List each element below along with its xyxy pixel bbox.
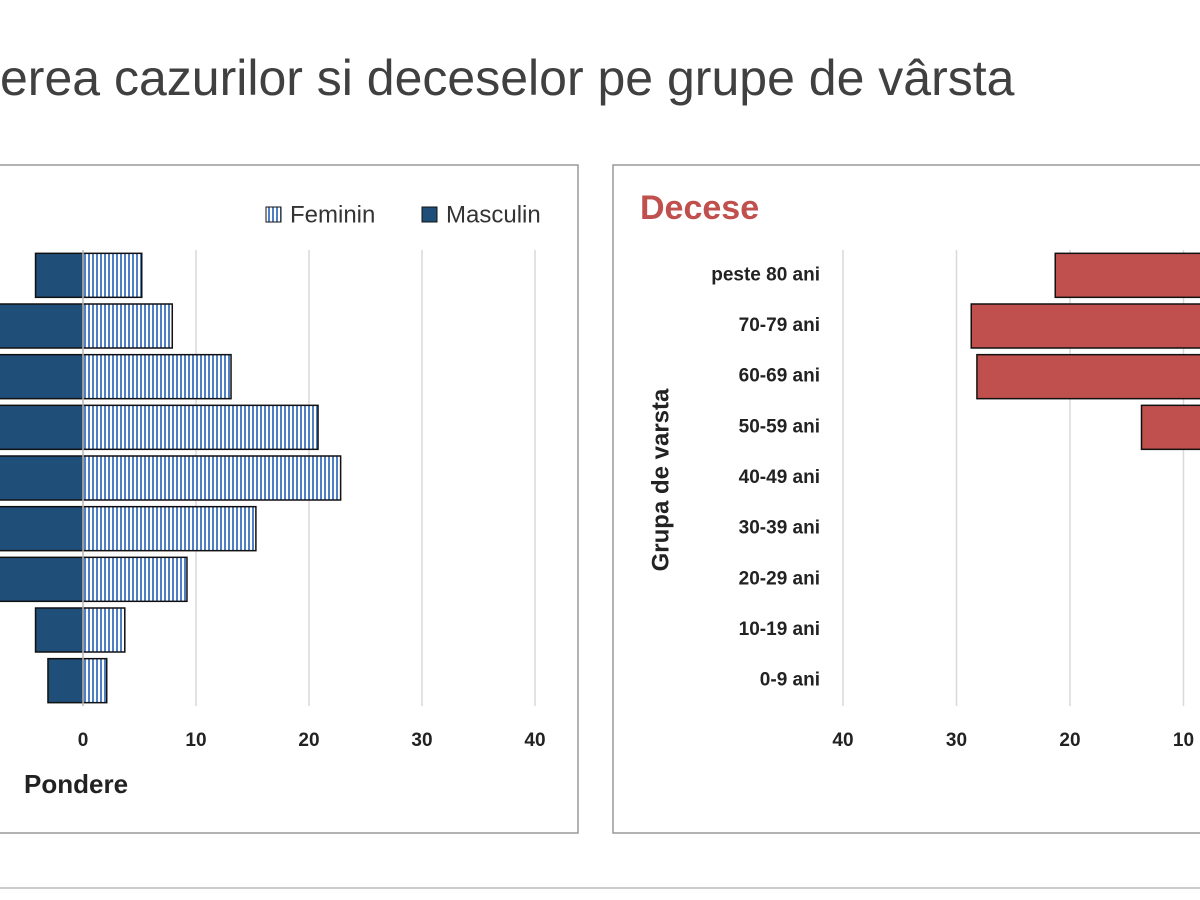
- bar: [0, 303, 84, 349]
- panel-frame: [612, 164, 1200, 834]
- bar: [82, 556, 188, 603]
- y-axis-label: Grupa de varsta: [647, 388, 674, 571]
- bar: [0, 505, 84, 552]
- x-tick-label: 20: [1059, 730, 1080, 751]
- panel-frame: [0, 164, 579, 834]
- bar: [0, 556, 84, 603]
- y-tick-label: 0-9 ani: [760, 670, 820, 691]
- legend-label: Masculin: [446, 201, 541, 228]
- x-tick-label: 0: [78, 730, 89, 751]
- bar: [82, 505, 257, 552]
- x-tick-label: 30: [946, 730, 967, 751]
- bar: [47, 657, 84, 704]
- y-tick-label: 60-69 ani: [739, 366, 820, 387]
- bar: [82, 657, 108, 704]
- x-tick-label: 30: [411, 730, 432, 751]
- x-tick-label: 10: [1173, 730, 1194, 751]
- bar: [82, 252, 143, 299]
- y-tick-label: 40-49 ani: [739, 467, 820, 488]
- x-tick-label: 20: [298, 730, 319, 751]
- legend-swatch: [265, 206, 282, 223]
- y-tick-label: 30-39 ani: [739, 518, 820, 539]
- bar: [82, 353, 232, 400]
- bar: [976, 353, 1200, 400]
- bar: [0, 455, 84, 501]
- chart-title: Decese: [640, 189, 759, 227]
- bar: [82, 607, 126, 653]
- bar: [34, 252, 84, 299]
- y-tick-label: 20-29 ani: [739, 568, 820, 589]
- legend-label: Feminin: [290, 201, 375, 228]
- bar: [1140, 404, 1200, 451]
- x-tick-label: 10: [185, 730, 206, 751]
- bar: [34, 607, 84, 653]
- x-axis-label: Pondere: [24, 769, 128, 799]
- x-tick-label: 40: [832, 730, 853, 751]
- y-tick-label: 50-59 ani: [739, 416, 820, 437]
- bar: [82, 303, 174, 349]
- legend-swatch: [421, 206, 438, 223]
- bar: [82, 455, 342, 501]
- bar: [82, 404, 319, 451]
- y-tick-label: peste 80 ani: [711, 264, 820, 285]
- bar: [0, 353, 84, 400]
- bar: [0, 404, 84, 451]
- bar: [970, 303, 1200, 349]
- y-tick-label: 70-79 ani: [739, 315, 820, 336]
- bar: [1054, 252, 1200, 299]
- x-tick-label: 40: [524, 730, 545, 751]
- slide-title: erea cazurilor si deceselor pe grupe de …: [0, 50, 1015, 106]
- y-tick-label: 10-19 ani: [739, 619, 820, 640]
